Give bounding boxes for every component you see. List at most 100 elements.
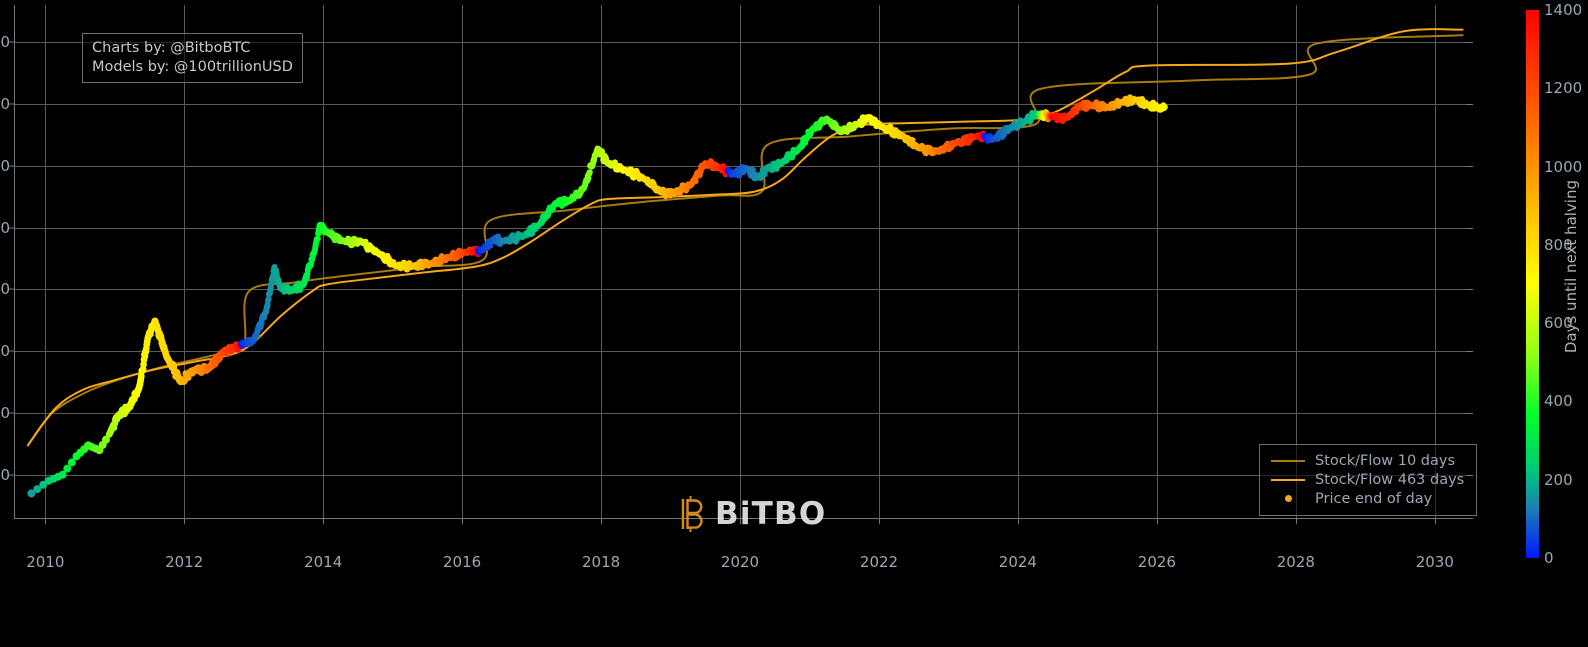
price-point xyxy=(137,372,145,380)
x-axis-tick-label: 2030 xyxy=(1415,553,1454,571)
legend-row: Stock/Flow 10 days xyxy=(1270,451,1464,470)
credits-charts-line: Charts by: @BitboBTC xyxy=(92,40,251,56)
x-axis-tick-mark xyxy=(323,518,325,524)
gridline-vertical xyxy=(45,5,47,518)
gridline-vertical xyxy=(1295,5,1297,518)
price-point xyxy=(1161,103,1168,111)
price-point xyxy=(586,169,593,176)
x-axis-tick-label: 2026 xyxy=(1137,553,1176,571)
y-axis-tick-label: 0 xyxy=(0,218,10,237)
x-axis-tick-mark xyxy=(1156,518,1158,524)
gridline-horizontal xyxy=(14,289,1473,291)
y-axis-tick-label: 0 xyxy=(0,95,10,113)
gridline-vertical xyxy=(462,5,464,518)
y-axis-tick-mark-right xyxy=(1466,227,1473,229)
y-axis-tick-mark xyxy=(9,412,14,414)
y-axis-tick-mark xyxy=(9,350,14,352)
gridline-vertical xyxy=(323,5,325,518)
y-axis-tick-label: 0 xyxy=(0,280,10,299)
x-axis-tick-mark xyxy=(1295,518,1297,524)
bitbo-b-logo-icon xyxy=(681,496,703,532)
gridline-vertical xyxy=(1017,5,1019,518)
gridline-horizontal xyxy=(14,104,1473,105)
y-axis-tick-mark-right xyxy=(1466,413,1473,414)
y-axis-tick-mark-right xyxy=(1466,474,1473,476)
y-axis-tick-mark xyxy=(9,227,14,229)
gridline-horizontal xyxy=(14,474,1473,476)
gridline-vertical xyxy=(601,5,603,518)
colorbar-tick-label: 0 xyxy=(1544,549,1554,567)
x-axis-tick-label: 2014 xyxy=(304,553,343,571)
x-axis-tick-mark xyxy=(740,518,741,524)
data-layer xyxy=(26,28,1464,498)
x-axis-tick-mark xyxy=(462,518,464,524)
price-point xyxy=(314,235,321,242)
bitbo-watermark: BiTBO xyxy=(676,496,826,532)
y-axis-tick-mark xyxy=(9,41,14,43)
colorbar-tick-label: 600 xyxy=(1544,314,1573,333)
y-axis-tick-label: 0 xyxy=(0,33,10,52)
x-axis-tick-mark xyxy=(184,518,186,524)
price-point xyxy=(39,480,48,489)
legend-row: Stock/Flow 463 days xyxy=(1270,470,1464,489)
gridline-horizontal xyxy=(14,351,1473,353)
colorbar-tick-label: 400 xyxy=(1544,392,1573,411)
x-axis-tick-label: 2024 xyxy=(998,553,1037,571)
x-axis-tick-label: 2022 xyxy=(859,553,899,571)
gridline-vertical xyxy=(740,5,741,518)
price-point xyxy=(265,295,272,303)
colorbar-tick-label: 200 xyxy=(1544,470,1573,489)
y-axis-tick-mark xyxy=(9,103,14,105)
legend-dot-marker-icon xyxy=(1270,495,1306,502)
y-axis-spine xyxy=(14,5,15,518)
legend-row: Price end of day xyxy=(1270,489,1464,508)
y-axis-tick-mark-right xyxy=(1466,165,1473,167)
legend-label: Price end of day xyxy=(1315,490,1433,507)
colorbar-tick-label: 800 xyxy=(1544,235,1573,254)
x-axis-spine xyxy=(14,518,1473,519)
x-axis-tick-label: 2018 xyxy=(582,553,621,571)
legend-label: Stock/Flow 463 days xyxy=(1315,471,1465,488)
x-axis-tick-mark xyxy=(879,518,880,524)
legend-swatch xyxy=(1284,495,1292,502)
x-axis-tick-mark xyxy=(1017,518,1019,524)
series-line-stock-flow-463-days xyxy=(26,28,1464,447)
x-axis-tick-mark xyxy=(601,518,603,524)
gridline-horizontal xyxy=(14,42,1473,44)
x-axis-tick-label: 2028 xyxy=(1276,553,1315,571)
y-axis-tick-mark xyxy=(9,165,14,167)
gridline-vertical xyxy=(1156,5,1158,518)
legend-swatch xyxy=(1271,459,1305,462)
gridline-vertical xyxy=(1434,5,1436,518)
y-axis-tick-mark-right xyxy=(1466,351,1473,353)
chart-legend: Stock/Flow 10 days Stock/Flow 463 days Pri… xyxy=(1259,444,1478,516)
price-point xyxy=(258,320,265,327)
y-axis: 0 0 0 0 0 0 0 0 xyxy=(0,0,14,560)
gridline-horizontal xyxy=(14,413,1473,414)
x-axis: 2010 2012 2014 2016 2018 2020 2022 2024 2026 2028… xyxy=(0,518,1588,578)
y-axis-tick-mark-right xyxy=(1466,42,1473,44)
credits-models-line: Models by: @100trillionUSD xyxy=(92,58,293,75)
plot-area xyxy=(14,5,1473,518)
price-point xyxy=(909,137,916,144)
colorbar-tick-label: 1000 xyxy=(1544,157,1583,176)
credits-box: Charts by: @BitboBTC Models by: @100tril… xyxy=(82,33,303,84)
y-axis-tick-mark-right xyxy=(1466,104,1473,105)
price-point xyxy=(27,489,36,498)
gridline-horizontal xyxy=(14,227,1473,229)
gridline-vertical xyxy=(879,5,880,518)
price-point xyxy=(101,435,110,444)
x-axis-tick-label: 2016 xyxy=(443,553,482,571)
colorbar-gradient xyxy=(1526,10,1539,558)
y-axis-tick-mark xyxy=(9,474,14,476)
x-axis-tick-label: 2020 xyxy=(720,553,760,571)
y-axis-tick-mark xyxy=(9,288,14,290)
price-point xyxy=(33,485,42,494)
series-line-stock-flow-10-days xyxy=(26,34,1464,447)
price-point xyxy=(487,242,494,249)
y-axis-tick-label: 0 xyxy=(0,465,10,484)
colorbar-tick-label: 1400 xyxy=(1544,1,1583,19)
x-axis-tick-label: 2012 xyxy=(165,553,204,571)
legend-label: Stock/Flow 10 days xyxy=(1315,452,1456,469)
